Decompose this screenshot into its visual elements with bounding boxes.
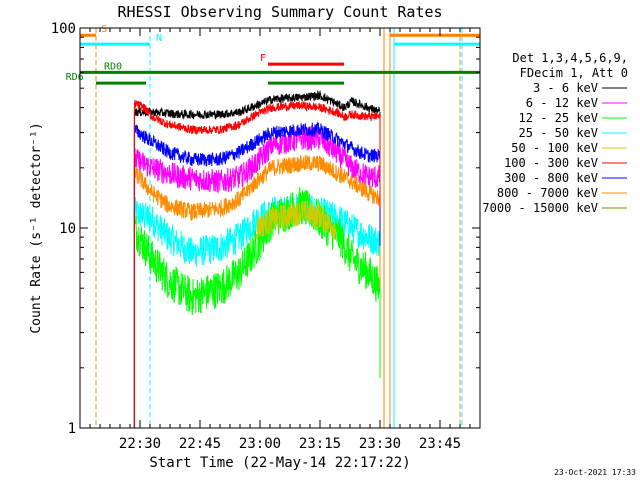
chart-title: RHESSI Observing Summary Count Rates [117,3,442,21]
series-line-6-12-kev [133,124,381,194]
legend-label-25-50-kev: 25 - 50 keV [519,126,598,140]
flag-label-s-0: S [101,24,107,35]
x-tick-label: 23:45 [419,436,461,452]
flag-label-rd6-5: RD6 [66,72,84,83]
flag-bars: S N F RD0 RD6 [66,24,480,85]
series-line-300-800-kev [133,121,381,167]
legend-header-line-2: FDecim 1, Att 0 [520,66,628,80]
flag-label-rd0-4: RD0 [104,61,122,72]
series-line-12-25-kev [133,186,381,316]
x-tick-label: 22:45 [179,436,221,452]
legend-label-7000-15000-kev: 7000 - 15000 keV [482,201,598,215]
legend-label-3-6-kev: 3 - 6 keV [533,81,598,95]
y-tick-label: 1 [68,421,76,437]
legend-label-6-12-kev: 6 - 12 keV [526,96,598,110]
x-tick-label: 23:00 [239,436,281,452]
series-line-100-300-kev [133,99,381,136]
legend-label-300-800-kev: 300 - 800 keV [504,171,598,185]
flag-label-n-2: N [156,33,162,44]
x-axis-label: Start Time (22-May-14 22:17:22) [149,455,410,471]
y-axis-label: Count Rate (s⁻¹ detector⁻¹) [29,122,44,333]
footer-timestamp: 23-Oct-2021 17:33 [554,468,636,477]
x-tick-label: 22:30 [119,436,161,452]
flag-label-f-3: F [260,53,266,64]
series-lines [133,89,381,428]
series-line-800-7000-kev [133,154,381,221]
axes: 22:30 22:45 23:00 23:15 23:30 23:45 1 10 100 [51,21,481,452]
x-tick-label: 23:15 [299,436,341,452]
series-line-50-100-kev [255,200,337,240]
x-tick-label: 23:30 [359,436,401,452]
legend-header-line-1: Det 1,3,4,5,6,9, [512,51,628,65]
legend-label-50-100-kev: 50 - 100 keV [511,141,598,155]
series-line-3-6-kev [133,89,381,120]
y-tick-label: 10 [59,221,76,237]
legend-label-12-25-kev: 12 - 25 keV [519,111,598,125]
y-tick-label: 100 [51,21,76,37]
legend-label-800-7000-kev: 800 - 7000 keV [497,186,598,200]
legend-label-100-300-kev: 100 - 300 keV [504,156,598,170]
legend: Det 1,3,4,5,6,9, FDecim 1, Att 0 3 - 6 k… [482,51,628,215]
